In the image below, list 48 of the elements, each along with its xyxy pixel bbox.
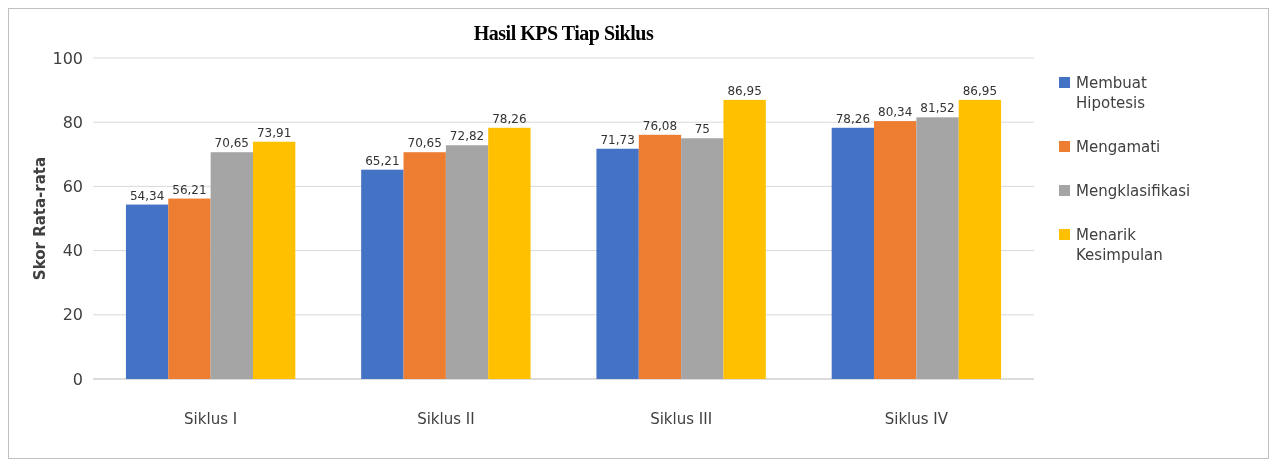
data-label: 70,65 bbox=[214, 136, 249, 151]
data-label: 75 bbox=[694, 122, 710, 137]
bar bbox=[958, 99, 1002, 379]
data-label: 70,65 bbox=[407, 136, 442, 151]
bar bbox=[831, 127, 875, 379]
legend-label: Mengamati bbox=[1076, 138, 1161, 157]
y-tick-label: 40 bbox=[62, 241, 83, 261]
data-label: 80,34 bbox=[878, 105, 913, 120]
data-label: 78,26 bbox=[492, 111, 527, 126]
data-label: 78,26 bbox=[835, 111, 871, 126]
bar bbox=[168, 198, 211, 379]
x-tick-label: Siklus III bbox=[650, 410, 713, 428]
bar bbox=[916, 117, 959, 379]
bar bbox=[596, 148, 639, 379]
data-label: 56,21 bbox=[172, 182, 207, 197]
data-label: 81,52 bbox=[920, 101, 955, 116]
y-tick-label: 60 bbox=[62, 177, 83, 196]
bar bbox=[361, 169, 404, 379]
data-label: 76,08 bbox=[642, 118, 678, 133]
y-tick-label: 100 bbox=[52, 48, 83, 68]
y-axis-title: Skor Rata-rata bbox=[31, 156, 49, 281]
bar bbox=[445, 145, 489, 379]
data-label: 86,95 bbox=[962, 83, 998, 98]
y-tick-label: 80 bbox=[62, 112, 83, 132]
bar bbox=[638, 134, 682, 379]
data-label: 86,95 bbox=[727, 83, 762, 98]
y-tick-label: 0 bbox=[72, 369, 83, 389]
data-label: 71,73 bbox=[600, 132, 635, 147]
data-label: 65,21 bbox=[365, 153, 400, 168]
legend-label: Menarik Kesimpulan bbox=[1076, 226, 1163, 265]
x-tick-label: Siklus I bbox=[184, 410, 238, 428]
bar bbox=[252, 141, 296, 379]
data-label: 54,34 bbox=[129, 188, 165, 203]
x-tick-label: Siklus II bbox=[417, 410, 475, 428]
x-tick-label: Siklus IV bbox=[884, 410, 949, 428]
bar bbox=[210, 152, 253, 379]
bar bbox=[403, 152, 446, 379]
bar bbox=[681, 138, 724, 379]
bar bbox=[723, 99, 766, 379]
data-label: 73,91 bbox=[256, 125, 292, 140]
bar bbox=[874, 121, 917, 379]
bar bbox=[125, 204, 169, 379]
y-tick-label: 20 bbox=[62, 305, 83, 325]
chart-title: Hasil KPS Tiap Siklus bbox=[473, 22, 654, 45]
legend-label: Membuat Hipotesis bbox=[1076, 74, 1147, 113]
bar bbox=[488, 127, 531, 379]
data-label: 72,82 bbox=[449, 129, 485, 144]
legend-label: Mengklasifikasi bbox=[1076, 182, 1191, 201]
